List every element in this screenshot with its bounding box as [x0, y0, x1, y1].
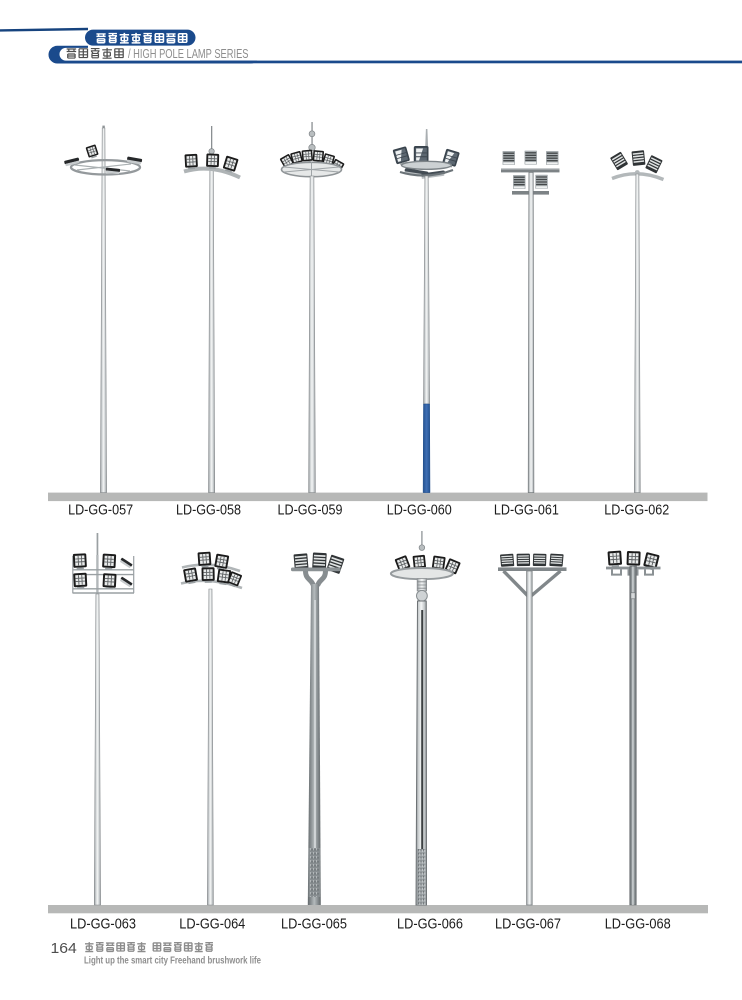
- svg-text:LD-GG-064: LD-GG-064: [179, 917, 245, 933]
- svg-text:LD-GG-065: LD-GG-065: [281, 917, 347, 933]
- svg-text:LD-GG-059: LD-GG-059: [278, 503, 343, 519]
- svg-text:LD-GG-057: LD-GG-057: [68, 503, 133, 519]
- svg-text:LD-GG-066: LD-GG-066: [397, 917, 463, 933]
- svg-text:LD-GG-060: LD-GG-060: [387, 503, 452, 519]
- svg-text:LD-GG-058: LD-GG-058: [176, 503, 241, 519]
- svg-text:/ HIGH POLE LAMP SERIES: / HIGH POLE LAMP SERIES: [128, 47, 249, 61]
- svg-text:LD-GG-067: LD-GG-067: [495, 917, 561, 933]
- svg-text:LD-GG-063: LD-GG-063: [70, 917, 136, 933]
- svg-text:164: 164: [51, 940, 77, 957]
- svg-text:LD-GG-068: LD-GG-068: [605, 917, 671, 933]
- svg-text:LD-GG-062: LD-GG-062: [604, 503, 669, 519]
- svg-text:LD-GG-061: LD-GG-061: [494, 503, 559, 519]
- svg-text:Light up the smart city Freeha: Light up the smart city Freehand brushwo…: [84, 956, 261, 967]
